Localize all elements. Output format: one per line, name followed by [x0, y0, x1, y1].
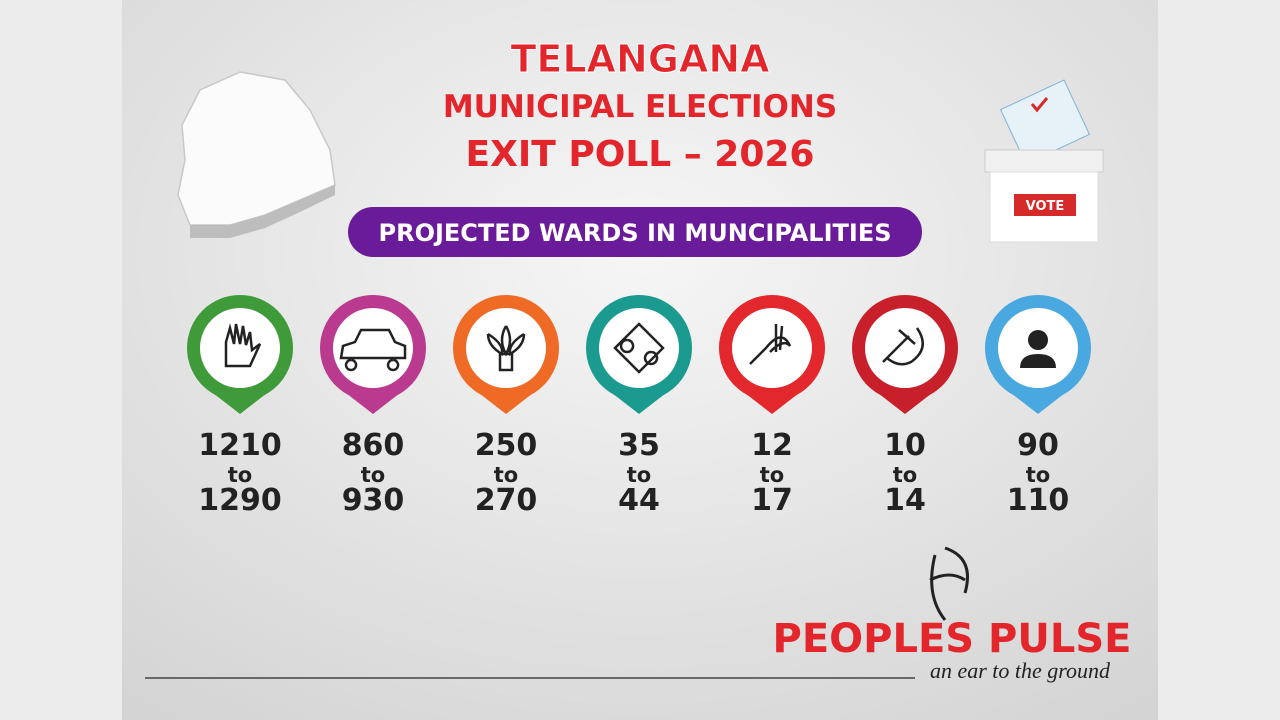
range-joiner: to	[494, 463, 518, 487]
range-joiner: to	[1026, 463, 1050, 487]
range-high: 14	[884, 483, 926, 518]
subtitle: MUNICIPAL ELECTIONS	[443, 89, 837, 125]
range-high: 270	[475, 483, 538, 518]
brand-tagline: an ear to the ground	[930, 658, 1111, 683]
party-symbol	[1020, 330, 1056, 368]
pin-face	[865, 308, 945, 388]
range-joiner: to	[228, 463, 252, 487]
range-joiner: to	[893, 463, 917, 487]
party-symbol	[339, 328, 407, 372]
range-joiner: to	[627, 463, 651, 487]
pin-face	[732, 308, 812, 388]
range-low: 250	[475, 428, 538, 463]
range-high: 44	[618, 483, 660, 518]
party-symbol	[613, 322, 665, 374]
ballot-paper	[999, 79, 1091, 165]
brand-name: PEOPLES PULSE	[773, 616, 1132, 662]
range-high: 1290	[198, 483, 282, 518]
range-low: 1210	[198, 428, 282, 463]
pin-face	[599, 308, 679, 388]
range-low: 860	[342, 428, 405, 463]
map-edge	[190, 185, 335, 238]
pin-face	[200, 308, 280, 388]
range-high: 930	[342, 483, 405, 518]
banner-bg	[348, 207, 922, 257]
range-high: 17	[751, 483, 793, 518]
range-joiner: to	[361, 463, 385, 487]
range-low: 35	[618, 428, 660, 463]
party-symbol	[486, 325, 526, 372]
vote-plate	[1014, 194, 1076, 216]
range-low: 10	[884, 428, 926, 463]
party-symbol	[749, 324, 792, 365]
range-low: 90	[1017, 428, 1059, 463]
brand-logo	[929, 546, 969, 621]
range-joiner: to	[760, 463, 784, 487]
party-list: 1210to1290860to930250to27035to4412to1710…	[187, 295, 1091, 518]
banner: PROJECTED WARDS IN MUNCIPALITIES	[379, 219, 892, 247]
ballot-box: VOTE	[984, 79, 1104, 243]
pin-face	[466, 308, 546, 388]
vote-label: VOTE	[1026, 199, 1065, 214]
party-symbol	[224, 323, 262, 368]
poll-title: EXIT POLL – 2026	[466, 134, 815, 175]
box-lid	[984, 149, 1104, 173]
title: TELANGANA	[510, 37, 770, 81]
range-low: 12	[751, 428, 793, 463]
range-high: 110	[1007, 483, 1070, 518]
tick	[1030, 97, 1049, 113]
pin-face	[333, 308, 413, 388]
party-symbol	[882, 327, 924, 366]
